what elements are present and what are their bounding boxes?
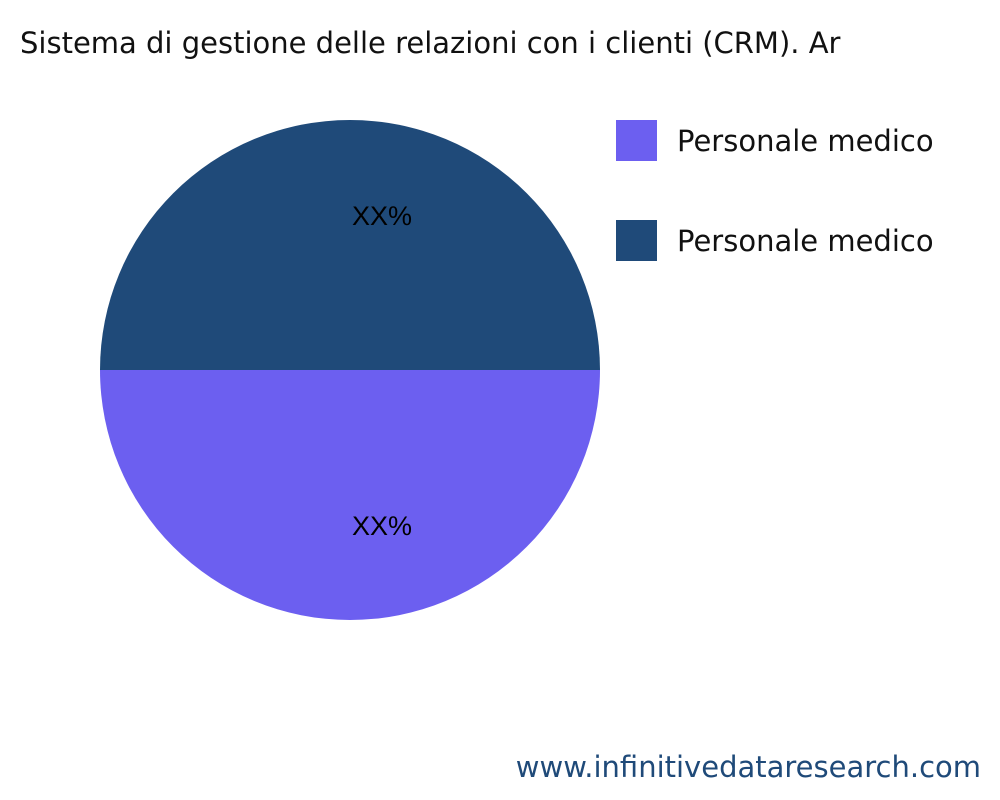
pie-slice [100, 120, 600, 370]
legend-label: Personale medico [677, 223, 934, 258]
legend-item: Personale medico [616, 120, 934, 161]
watermark: www.infinitivedataresearch.com [515, 750, 981, 784]
legend-swatch [616, 220, 657, 261]
legend-item: Personale medico [616, 220, 934, 261]
chart-title: Sistema di gestione delle relazioni con … [20, 26, 841, 60]
legend-label: Personale medico [677, 123, 934, 158]
slice-label: XX% [352, 511, 412, 541]
slice-label: XX% [352, 201, 412, 231]
legend-swatch [616, 120, 657, 161]
pie-slice [100, 370, 600, 620]
